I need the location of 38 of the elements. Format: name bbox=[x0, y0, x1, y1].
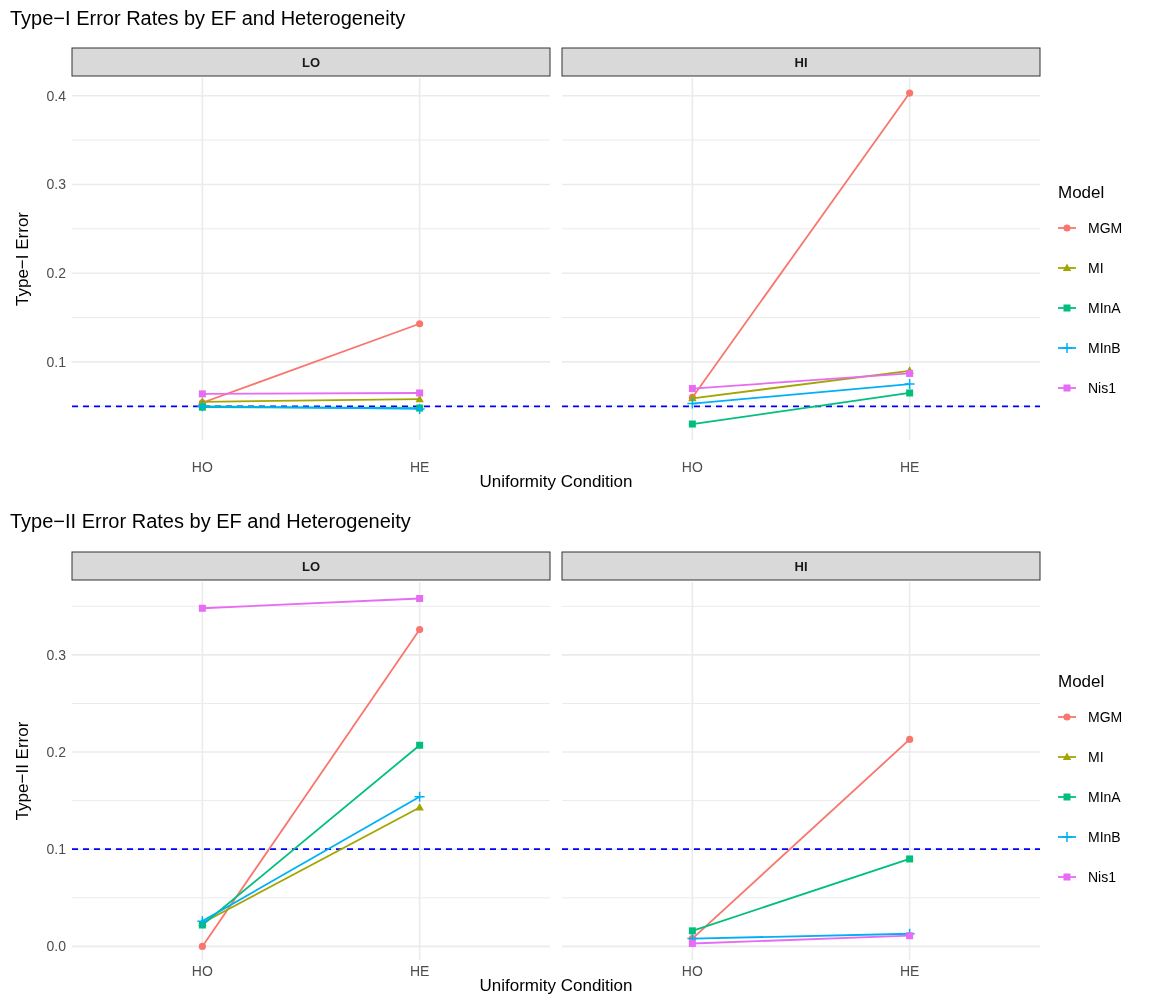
chart-title: Type−II Error Rates by EF and Heterogeneity bbox=[10, 510, 411, 532]
y-tick-label: 0.3 bbox=[46, 176, 67, 193]
chart-subtitle: HI bbox=[794, 559, 808, 574]
legend-title: Model bbox=[1058, 183, 1105, 202]
y-axis-title: Type−II Error bbox=[13, 721, 32, 821]
legend-label: Nis1 bbox=[1088, 379, 1117, 396]
chart-subtitle: LO bbox=[301, 55, 321, 70]
legend-label: MInB bbox=[1088, 828, 1121, 845]
legend-label: MInB bbox=[1088, 339, 1121, 356]
x-tick-label: HE bbox=[409, 963, 430, 979]
legend-label: MGM bbox=[1088, 219, 1123, 236]
legend-title: Model bbox=[1058, 672, 1105, 691]
x-tick-label: HO bbox=[191, 459, 213, 475]
y-tick-label: 0.0 bbox=[46, 938, 67, 955]
x-tick-label: HE bbox=[899, 459, 920, 475]
chart-title: Type−I Error Rates by EF and Heterogeneity bbox=[10, 7, 406, 29]
legend-label: Nis1 bbox=[1088, 868, 1117, 885]
y-tick-label: 0.4 bbox=[46, 87, 67, 104]
x-tick-label: HE bbox=[409, 459, 430, 475]
legend-label: MGM bbox=[1088, 708, 1123, 725]
y-tick-label: 0.1 bbox=[46, 841, 67, 858]
y-tick-label: 0.1 bbox=[46, 353, 67, 370]
x-tick-label: HE bbox=[899, 963, 920, 979]
x-axis-title: Uniformity Condition bbox=[479, 472, 633, 491]
y-tick-label: 0.2 bbox=[46, 265, 67, 282]
legend-label: MInA bbox=[1088, 788, 1122, 805]
y-axis-title: Type−I Error bbox=[13, 211, 32, 307]
legend-label: MI bbox=[1088, 259, 1104, 276]
x-tick-label: HO bbox=[681, 963, 703, 979]
legend-label: MInA bbox=[1088, 299, 1122, 316]
chart-subtitle: HI bbox=[794, 55, 808, 70]
x-axis-title: Uniformity Condition bbox=[479, 976, 633, 995]
x-tick-label: HO bbox=[191, 963, 213, 979]
y-tick-label: 0.3 bbox=[46, 646, 67, 663]
x-tick-label: HO bbox=[681, 459, 703, 475]
legend-label: MI bbox=[1088, 748, 1104, 765]
y-tick-label: 0.2 bbox=[46, 743, 67, 760]
chart-subtitle: LO bbox=[301, 559, 321, 574]
